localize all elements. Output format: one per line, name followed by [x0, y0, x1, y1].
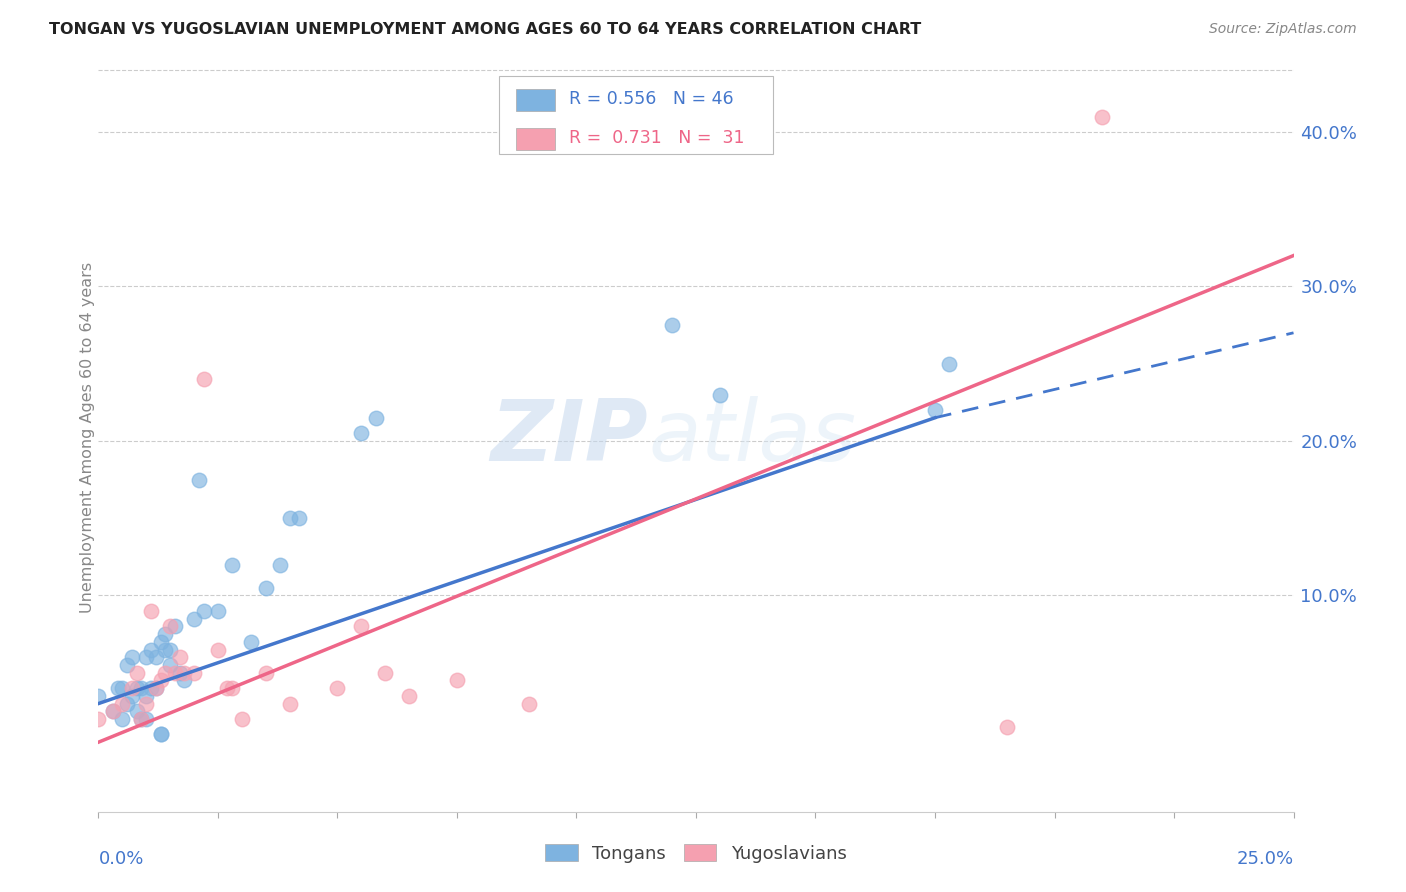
Point [111, 697, 134, 711]
Point [149, 727, 172, 741]
Point [149, 727, 172, 741]
Point [446, 673, 468, 688]
Point [217, 681, 239, 695]
Point [278, 511, 301, 525]
Point [115, 697, 138, 711]
Text: 25.0%: 25.0% [1236, 850, 1294, 868]
Point [254, 665, 277, 680]
Point [163, 619, 186, 633]
Point [207, 642, 229, 657]
Point [155, 627, 177, 641]
Text: ZIP: ZIP [491, 395, 648, 479]
Point [221, 681, 243, 695]
Y-axis label: Unemployment Among Ages 60 to 64 years: Unemployment Among Ages 60 to 64 years [80, 261, 94, 613]
Point [159, 642, 181, 657]
Text: 0.0%: 0.0% [98, 850, 143, 868]
Point [107, 681, 129, 695]
Point [269, 558, 291, 572]
Point [169, 650, 191, 665]
Point [193, 604, 215, 618]
Text: atlas: atlas [648, 395, 856, 479]
Point [159, 657, 181, 672]
Point [149, 673, 172, 688]
Point [135, 650, 157, 665]
Point [121, 681, 143, 695]
Point [121, 650, 143, 665]
Point [135, 697, 157, 711]
Point [288, 511, 311, 525]
Point [135, 689, 157, 703]
Point [121, 689, 143, 703]
Point [398, 689, 420, 703]
Point [350, 619, 373, 633]
Point [364, 410, 387, 425]
Point [709, 387, 731, 401]
Point [87, 712, 110, 726]
Point [517, 697, 540, 711]
Point [145, 650, 167, 665]
Point [125, 665, 148, 680]
Point [374, 665, 396, 680]
Legend: Tongans, Yugoslavians: Tongans, Yugoslavians [538, 837, 853, 870]
Point [111, 712, 134, 726]
Point [183, 665, 205, 680]
Point [173, 673, 195, 688]
Point [173, 665, 195, 680]
Point [221, 558, 243, 572]
Point [145, 681, 167, 695]
Point [131, 681, 153, 695]
Point [155, 642, 177, 657]
Point [139, 642, 162, 657]
Point [350, 426, 373, 441]
Point [87, 689, 110, 703]
Point [183, 612, 205, 626]
Point [995, 720, 1018, 734]
Point [326, 681, 349, 695]
Text: R = 0.556   N = 46: R = 0.556 N = 46 [569, 90, 734, 108]
Point [240, 634, 263, 648]
Point [101, 704, 124, 718]
Point [169, 665, 191, 680]
Point [131, 712, 153, 726]
Point [1091, 110, 1114, 124]
Point [111, 681, 134, 695]
Point [125, 681, 148, 695]
Point [254, 581, 277, 595]
Text: R =  0.731   N =  31: R = 0.731 N = 31 [569, 129, 745, 147]
Text: Source: ZipAtlas.com: Source: ZipAtlas.com [1209, 22, 1357, 37]
Point [163, 665, 186, 680]
Point [187, 473, 209, 487]
Point [139, 681, 162, 695]
Point [125, 704, 148, 718]
Point [278, 697, 301, 711]
Text: TONGAN VS YUGOSLAVIAN UNEMPLOYMENT AMONG AGES 60 TO 64 YEARS CORRELATION CHART: TONGAN VS YUGOSLAVIAN UNEMPLOYMENT AMONG… [49, 22, 921, 37]
Point [207, 604, 229, 618]
Point [115, 657, 138, 672]
Point [139, 604, 162, 618]
Point [924, 403, 946, 417]
Point [231, 712, 253, 726]
Point [101, 704, 124, 718]
Point [193, 372, 215, 386]
Point [159, 619, 181, 633]
Point [145, 681, 167, 695]
Point [149, 634, 172, 648]
Point [938, 357, 960, 371]
Point [661, 318, 683, 332]
Point [131, 712, 153, 726]
Point [155, 665, 177, 680]
Point [135, 712, 157, 726]
